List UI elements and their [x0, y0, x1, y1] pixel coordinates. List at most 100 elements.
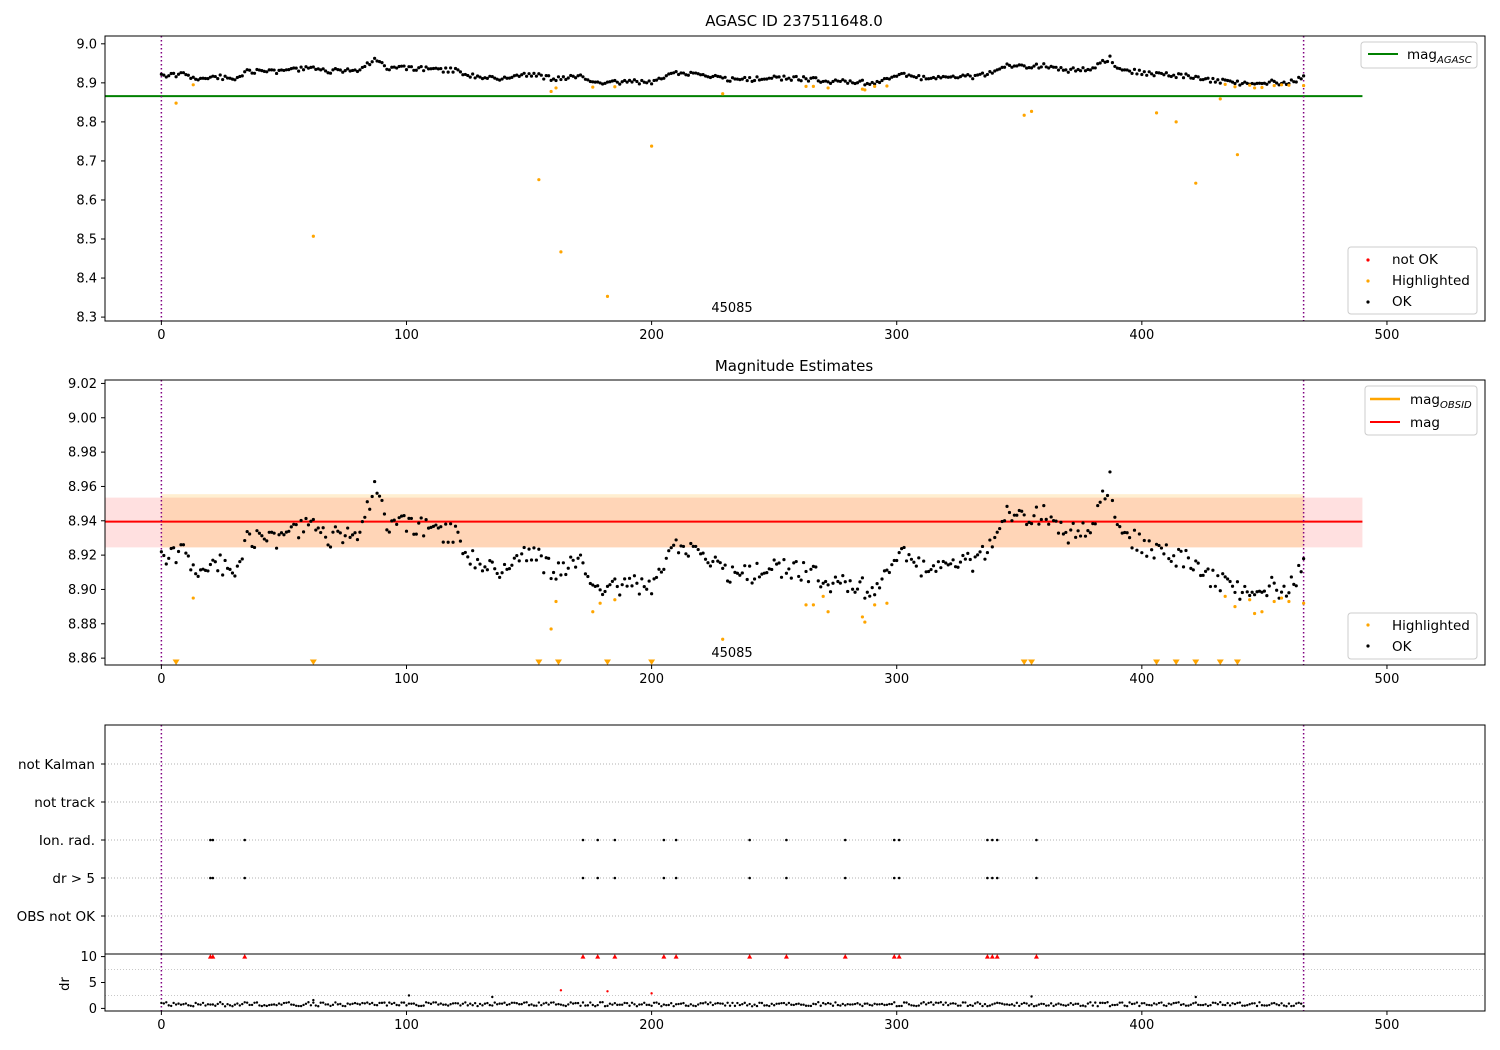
- ok-point: [434, 66, 438, 70]
- dr-ok-point: [1248, 1003, 1251, 1006]
- ok-point: [1302, 74, 1306, 78]
- dr-ok-point: [162, 1002, 166, 1005]
- ok-point: [868, 82, 872, 86]
- dr-ok-point: [1201, 1003, 1205, 1007]
- ok-point: [346, 67, 350, 71]
- dr-ok-point: [1101, 1001, 1104, 1005]
- legend-mag-highlighted-label: Highlighted: [1392, 618, 1470, 634]
- ok-point: [716, 74, 720, 78]
- ok-point: [520, 552, 524, 556]
- ok-point: [939, 566, 943, 570]
- ok-point: [1005, 504, 1009, 509]
- ok-point: [1211, 76, 1215, 81]
- dr-ok-point: [1145, 1003, 1148, 1006]
- dr-ok-point: [451, 1002, 455, 1005]
- ok-point: [1238, 83, 1242, 87]
- ok-point: [718, 75, 722, 79]
- ok-point: [382, 512, 387, 516]
- dr-ok-point: [493, 1001, 496, 1004]
- dr-ok-point: [1241, 1004, 1244, 1007]
- ok-point: [949, 75, 953, 79]
- ok-point: [551, 570, 556, 575]
- flag-point: [662, 838, 666, 842]
- x-tick-label: 500: [1375, 1018, 1400, 1033]
- dr-ok-point: [682, 1001, 685, 1005]
- ok-point: [223, 558, 227, 563]
- dr-ok-point: [567, 1003, 570, 1006]
- ok-point: [169, 546, 173, 551]
- ok-point: [779, 575, 784, 579]
- ok-point: [863, 596, 867, 600]
- dr-ok-point: [714, 1002, 717, 1005]
- ok-point: [885, 76, 889, 81]
- ok-point: [696, 72, 700, 76]
- ok-point: [417, 66, 421, 70]
- dr-ok-point: [812, 1002, 815, 1006]
- clipped-highlighted-marker: [603, 659, 611, 665]
- dr-ok-point: [380, 1001, 384, 1005]
- ok-point: [1091, 66, 1095, 70]
- ok-point: [1029, 66, 1034, 70]
- ok-point: [978, 72, 982, 76]
- ok-point: [490, 560, 494, 564]
- ok-point: [194, 77, 198, 81]
- ok-point: [176, 549, 181, 554]
- ok-point: [1267, 584, 1271, 588]
- dr-ok-point: [728, 1004, 732, 1007]
- ok-point: [282, 533, 286, 537]
- ok-point: [897, 551, 901, 555]
- ok-point: [1005, 62, 1009, 66]
- ok-point: [547, 74, 551, 78]
- ok-point: [1020, 63, 1024, 67]
- ok-point: [228, 76, 232, 80]
- ok-point: [159, 550, 163, 554]
- ok-point: [221, 573, 225, 577]
- dr-ok-point: [1084, 1005, 1087, 1008]
- ok-point: [701, 72, 705, 77]
- ok-point: [806, 79, 811, 83]
- panel-mag-frame: [104, 379, 1486, 666]
- ok-point: [760, 77, 764, 81]
- ok-point: [1162, 73, 1166, 77]
- ok-point: [257, 531, 262, 535]
- flag-row-label: Ion. rad.: [39, 833, 95, 849]
- dr-ok-point: [1236, 1001, 1239, 1005]
- dr-ok-point: [1025, 1002, 1028, 1005]
- ok-point: [529, 558, 534, 562]
- flag-row-label: dr > 5: [52, 871, 95, 887]
- ok-point: [721, 566, 725, 570]
- ok-point: [385, 528, 389, 532]
- ok-point: [708, 564, 713, 568]
- ok-point: [1037, 522, 1041, 526]
- ok-point: [238, 560, 242, 564]
- ok-point: [801, 560, 806, 565]
- ok-point: [505, 567, 509, 571]
- dr-ok-point: [944, 1001, 947, 1004]
- dr-ok-point: [385, 1004, 389, 1007]
- ok-point: [172, 546, 176, 550]
- ok-point: [610, 579, 614, 584]
- ok-point: [319, 530, 323, 535]
- dr-notok-point: [650, 992, 653, 995]
- ok-point: [946, 563, 950, 567]
- dr-ok-point: [905, 1001, 908, 1004]
- ok-point: [426, 67, 431, 71]
- dr-ok-point: [525, 1001, 528, 1004]
- ok-point: [277, 533, 281, 537]
- dr-ok-point: [647, 1003, 651, 1007]
- dr-ok-point: [1040, 1002, 1043, 1006]
- dr-ok-point: [608, 1002, 612, 1005]
- ok-point: [461, 73, 465, 77]
- ok-point: [399, 64, 404, 68]
- dr-ok-point: [552, 1001, 555, 1004]
- ok-point: [294, 522, 298, 527]
- dr-ok-point: [1243, 1004, 1246, 1007]
- dr-ok-point: [1150, 1004, 1153, 1007]
- y-tick-label: 8.6: [76, 193, 97, 208]
- ok-point: [360, 65, 364, 70]
- ok-point: [627, 78, 632, 82]
- ok-point: [203, 76, 208, 81]
- ok-point: [1142, 70, 1146, 74]
- flag-point: [209, 838, 212, 842]
- ok-point: [1093, 522, 1097, 526]
